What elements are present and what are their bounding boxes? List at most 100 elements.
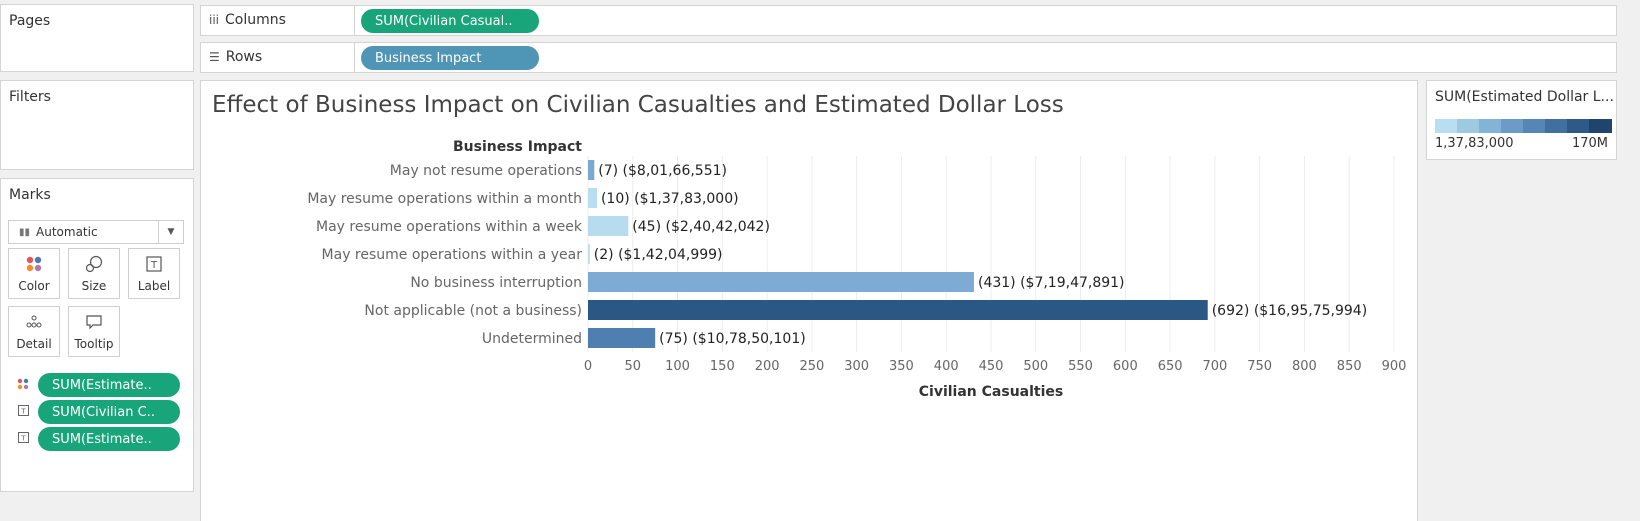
data-label: (7) ($8,01,66,551): [598, 163, 727, 179]
tooltip-label: Tooltip: [74, 337, 114, 351]
rows-icon: ☰: [209, 50, 220, 64]
columns-icon: iii: [209, 13, 220, 27]
data-label: (10) ($1,37,83,000): [601, 191, 739, 207]
data-label: (431) ($7,19,47,891): [978, 275, 1125, 291]
label-button[interactable]: T Label: [128, 248, 180, 299]
legend-swatch: [1501, 119, 1524, 133]
legend-swatch: [1589, 119, 1612, 133]
legend-swatch: [1435, 119, 1458, 133]
bar: [588, 300, 1208, 320]
legend-title: SUM(Estimated Dollar L...: [1435, 89, 1614, 105]
legend-max: 170M: [1571, 136, 1608, 151]
color-label: Color: [18, 279, 50, 293]
text-label-icon: T: [16, 432, 30, 446]
detail-button[interactable]: Detail: [8, 306, 60, 357]
mark-type-value: Automatic: [36, 225, 98, 239]
legend-swatch: [1523, 119, 1546, 133]
legend-swatch: [1545, 119, 1568, 133]
x-tick-label: 200: [755, 359, 780, 374]
x-tick-label: 350: [889, 359, 914, 374]
legend-swatch: [1479, 119, 1502, 133]
category-label: Not applicable (not a business): [364, 303, 582, 319]
marks-field-label[interactable]: T SUM(Estimate..: [16, 427, 180, 451]
svg-text:T: T: [150, 260, 158, 271]
pages-title: Pages: [9, 13, 51, 29]
x-tick-label: 850: [1337, 359, 1362, 374]
field-pill[interactable]: SUM(Civilian C..: [38, 400, 180, 424]
rows-shelf[interactable]: ☰ Rows Business Impact: [200, 42, 1617, 73]
legend-min: 1,37,83,000: [1435, 136, 1514, 151]
legend-swatch: [1457, 119, 1480, 133]
category-label: Undetermined: [482, 331, 582, 347]
size-icon: [69, 255, 119, 275]
filters-card[interactable]: Filters: [0, 80, 194, 170]
category-label: May not resume operations: [390, 163, 582, 179]
x-tick-label: 550: [1068, 359, 1093, 374]
bar: [588, 188, 597, 208]
category-label: May resume operations within a year: [322, 247, 583, 263]
x-tick-label: 0: [584, 359, 592, 374]
shelf-divider: [354, 43, 355, 72]
rows-pill[interactable]: Business Impact: [361, 46, 539, 70]
legend-swatch: [1567, 119, 1590, 133]
row-header: Business Impact: [453, 139, 582, 155]
label-label: Label: [137, 279, 171, 293]
data-label: (692) ($16,95,75,994): [1212, 303, 1367, 319]
x-tick-label: 100: [665, 359, 690, 374]
rows-shelf-label: ☰ Rows: [209, 49, 263, 65]
x-tick-label: 500: [1023, 359, 1048, 374]
chevron-down-icon[interactable]: ▼: [158, 221, 183, 243]
bar: [588, 244, 590, 264]
columns-pill[interactable]: SUM(Civilian Casual..: [361, 9, 539, 33]
bar: [588, 216, 629, 236]
x-tick-label: 250: [799, 359, 824, 374]
detail-icon: [9, 313, 59, 333]
filters-title: Filters: [9, 89, 51, 105]
x-tick-label: 650: [1158, 359, 1183, 374]
field-pill[interactable]: SUM(Estimate..: [38, 427, 180, 451]
category-label: May resume operations within a month: [307, 191, 582, 207]
category-label: May resume operations within a week: [316, 219, 583, 235]
columns-shelf-label: iii Columns: [209, 12, 286, 28]
columns-shelf[interactable]: iii Columns SUM(Civilian Casual..: [200, 5, 1617, 36]
size-label: Size: [81, 279, 107, 293]
color-dots-icon: [9, 255, 59, 275]
pages-card[interactable]: Pages: [0, 4, 194, 72]
x-tick-label: 400: [934, 359, 959, 374]
chart-title: Effect of Business Impact on Civilian Ca…: [212, 92, 1064, 118]
data-label: (75) ($10,78,50,101): [659, 331, 806, 347]
text-label-icon: T: [16, 405, 30, 419]
bar: [588, 272, 974, 292]
shelf-divider: [354, 6, 355, 35]
color-button[interactable]: Color: [8, 248, 60, 299]
color-legend[interactable]: SUM(Estimated Dollar L... 1,37,83,000 17…: [1426, 80, 1617, 160]
x-tick-label: 150: [710, 359, 735, 374]
x-tick-label: 900: [1382, 359, 1407, 374]
data-label: (2) ($1,42,04,999): [594, 247, 723, 263]
marks-field-label[interactable]: T SUM(Civilian C..: [16, 400, 180, 424]
text-label-icon: T: [129, 255, 179, 275]
tooltip-icon: [69, 313, 119, 333]
bar-chart-icon: ▮▮: [19, 226, 31, 238]
x-tick-label: 50: [625, 359, 642, 374]
field-pill[interactable]: SUM(Estimate..: [38, 373, 180, 397]
bar: [588, 160, 595, 180]
size-button[interactable]: Size: [68, 248, 120, 299]
detail-label: Detail: [16, 337, 52, 351]
x-tick-label: 450: [979, 359, 1004, 374]
svg-text:T: T: [20, 408, 26, 416]
mark-type-dropdown[interactable]: ▮▮ Automatic ▼: [8, 220, 184, 244]
data-label: (45) ($2,40,42,042): [632, 219, 770, 235]
x-axis-title: Civilian Casualties: [919, 384, 1063, 400]
x-tick-label: 800: [1292, 359, 1317, 374]
marks-field-color[interactable]: SUM(Estimate..: [16, 373, 180, 397]
x-tick-label: 300: [844, 359, 869, 374]
x-tick-label: 600: [1113, 359, 1138, 374]
x-tick-label: 750: [1247, 359, 1272, 374]
tooltip-button[interactable]: Tooltip: [68, 306, 120, 357]
color-dots-icon: [16, 378, 30, 393]
category-label: No business interruption: [410, 275, 582, 291]
svg-text:T: T: [20, 435, 26, 443]
marks-title: Marks: [9, 187, 51, 203]
